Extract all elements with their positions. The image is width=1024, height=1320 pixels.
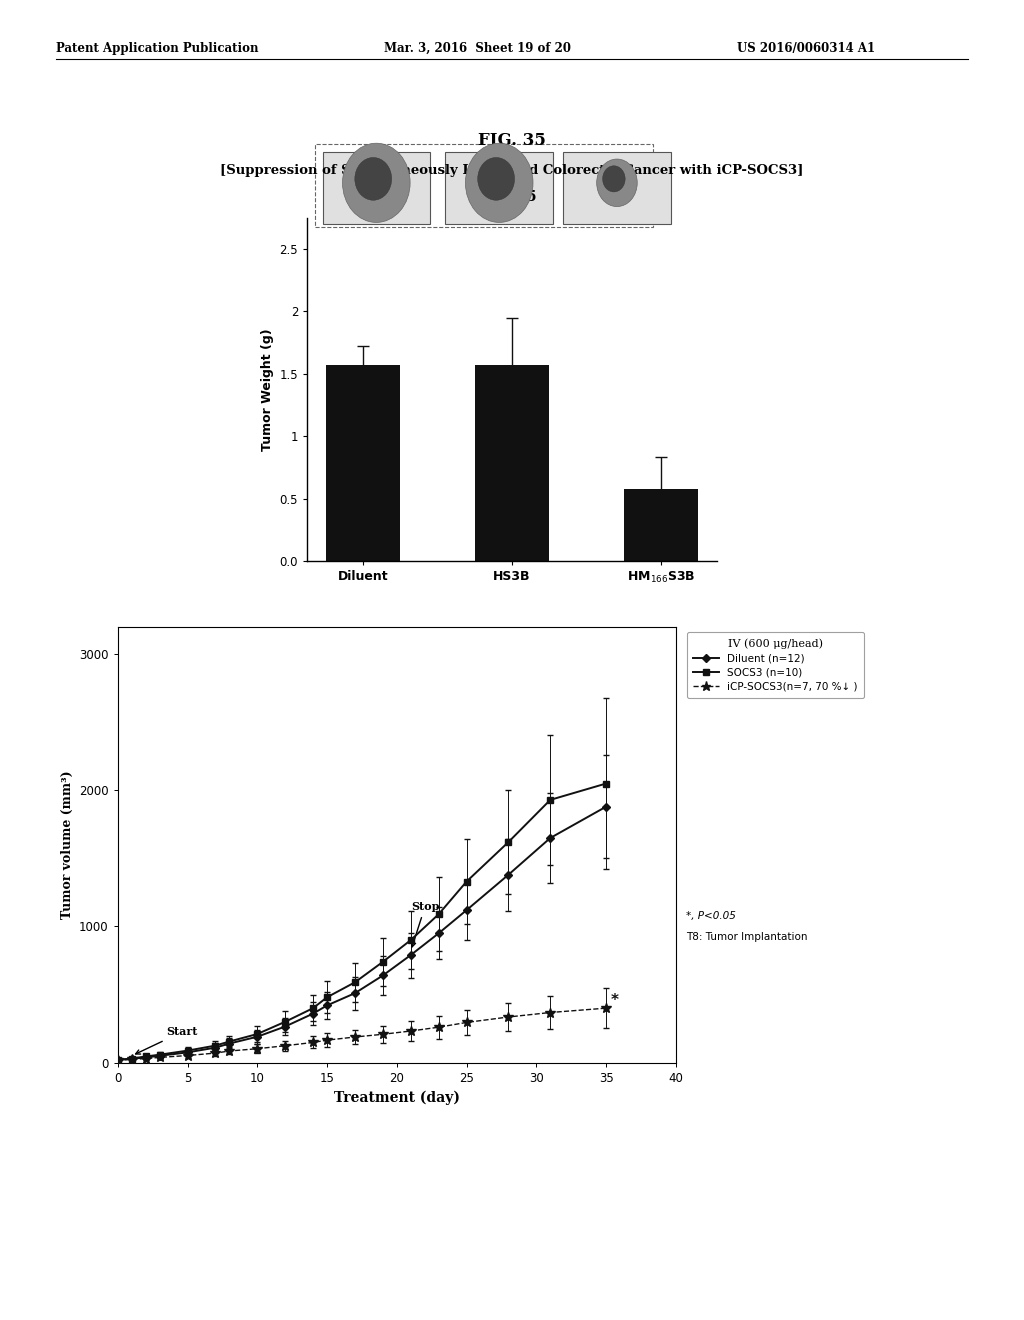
Bar <box>326 366 400 561</box>
Text: Stop: Stop <box>411 902 439 946</box>
Text: Mar. 3, 2016  Sheet 19 of 20: Mar. 3, 2016 Sheet 19 of 20 <box>384 42 571 55</box>
Legend: Diluent (n=12), SOCS3 (n=10), iCP-SOCS3(n=7, 70 %↓ ): Diluent (n=12), SOCS3 (n=10), iCP-SOCS3(… <box>687 632 864 698</box>
Y-axis label: Tumor volume (mm³): Tumor volume (mm³) <box>60 771 74 919</box>
Text: Patent Application Publication: Patent Application Publication <box>56 42 259 55</box>
Y-axis label: Tumor Weight (g): Tumor Weight (g) <box>261 329 274 450</box>
Text: US 2016/0060314 A1: US 2016/0060314 A1 <box>737 42 876 55</box>
Bar <box>475 366 549 561</box>
Text: *: * <box>610 994 618 1008</box>
Text: Day 35: Day 35 <box>483 190 537 205</box>
Text: T8: Tumor Implantation: T8: Tumor Implantation <box>686 932 808 942</box>
Text: FIG. 35: FIG. 35 <box>478 132 546 149</box>
Text: Start: Start <box>135 1027 198 1055</box>
Bar <box>624 488 698 561</box>
Text: *, P<0.05: *, P<0.05 <box>686 911 736 921</box>
X-axis label: Treatment (day): Treatment (day) <box>334 1090 460 1105</box>
Text: [Suppression of Subcutaneously Implanted Colorectal Cancer with iCP-SOCS3]: [Suppression of Subcutaneously Implanted… <box>220 164 804 177</box>
